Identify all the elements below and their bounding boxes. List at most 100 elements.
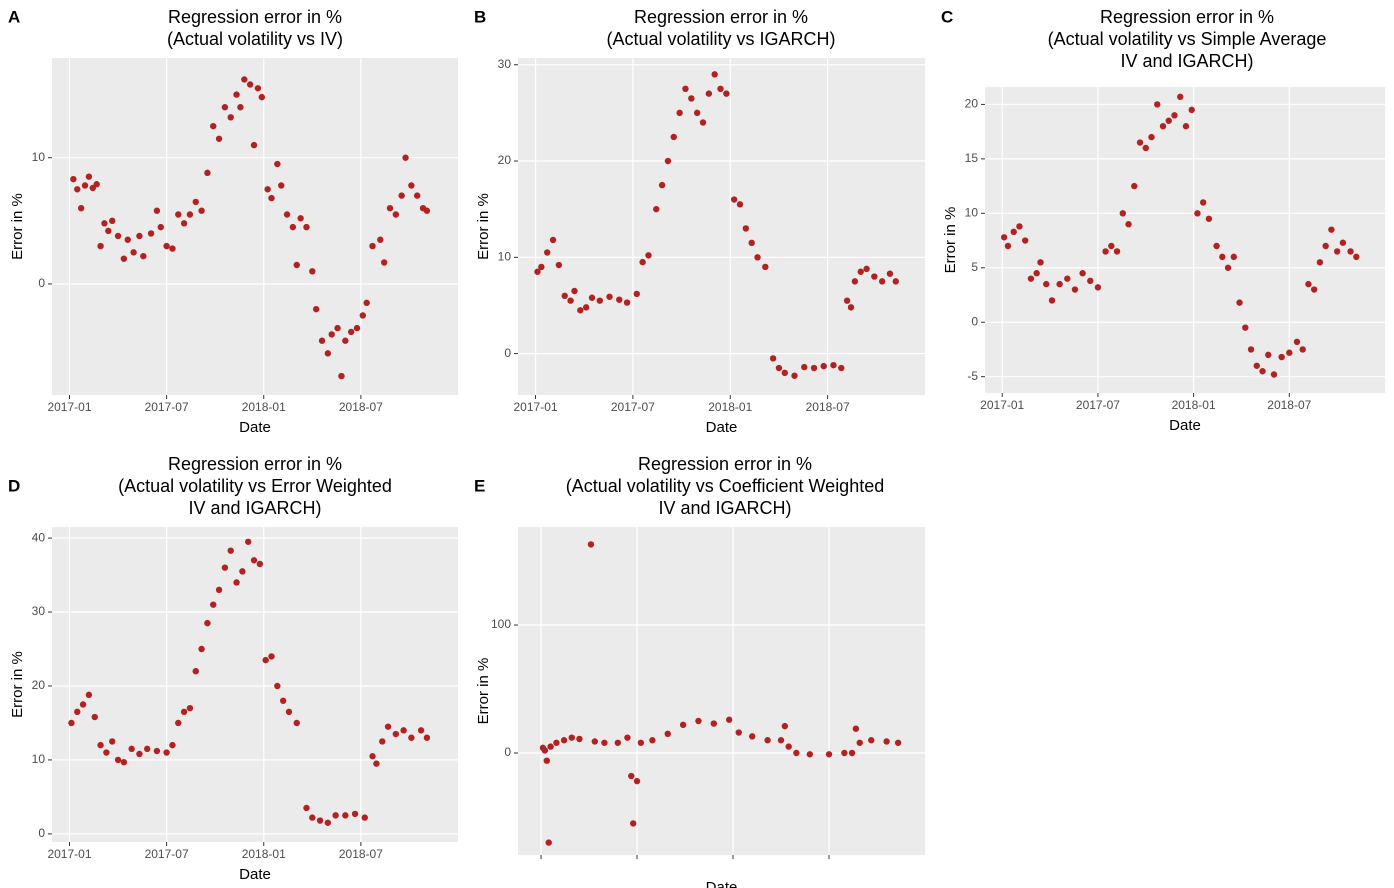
point (369, 242, 376, 250)
point (1219, 253, 1226, 261)
point (338, 372, 345, 380)
y-axis-label: Error in % (9, 651, 26, 718)
point (1056, 280, 1063, 288)
point (175, 211, 182, 218)
chart-title: IV and IGARCH) (188, 498, 321, 518)
point (163, 242, 170, 250)
point (1108, 242, 1115, 250)
point (70, 175, 77, 183)
point (538, 263, 545, 271)
point (147, 230, 155, 237)
point (883, 738, 890, 745)
point (1171, 112, 1178, 119)
point (748, 239, 755, 247)
point (398, 192, 405, 199)
point (289, 223, 297, 231)
point (1270, 371, 1278, 378)
point (735, 729, 742, 736)
point (163, 749, 170, 756)
x-tick-label: 2018-07 (339, 847, 383, 861)
point (192, 667, 199, 675)
x-tick-label: 2018-07 (1267, 398, 1311, 412)
point (742, 225, 750, 232)
x-axis-label: Date (239, 866, 271, 883)
y-tick-label: -5 (967, 369, 978, 383)
x-tick-label: 2017-01 (47, 847, 91, 861)
panel-label: D (8, 476, 20, 495)
point (1328, 226, 1335, 233)
point (717, 85, 724, 93)
point (250, 557, 258, 564)
x-tick-label: 2018-07 (339, 400, 383, 414)
point (851, 278, 859, 285)
point (848, 749, 856, 757)
point (549, 236, 557, 244)
point (576, 735, 583, 743)
x-tick-label: 2018-01 (242, 847, 286, 861)
point (85, 173, 93, 180)
y-tick-label: 0 (504, 346, 511, 360)
x-tick-label: 2017-07 (1076, 398, 1120, 412)
point (1064, 275, 1071, 282)
y-tick-label: 20 (965, 97, 979, 111)
point (868, 737, 875, 744)
point (262, 656, 269, 664)
point (400, 727, 407, 734)
point (241, 76, 248, 83)
point (227, 114, 234, 121)
point (633, 290, 640, 298)
point (215, 586, 223, 594)
point (624, 734, 631, 741)
point (847, 304, 855, 311)
point (285, 708, 293, 716)
point (124, 236, 131, 243)
point (547, 743, 554, 750)
point (369, 753, 376, 760)
point (180, 708, 188, 716)
point (1136, 139, 1144, 146)
point (279, 697, 287, 704)
point (254, 85, 262, 92)
point (658, 181, 666, 189)
point (386, 204, 394, 212)
point (1125, 221, 1132, 228)
point (221, 564, 229, 571)
point (1148, 133, 1155, 141)
point (97, 741, 104, 749)
point (1000, 234, 1008, 241)
point (1305, 280, 1312, 288)
point (246, 81, 254, 88)
point (204, 169, 211, 177)
point (1113, 248, 1121, 255)
point (239, 568, 246, 575)
point (227, 547, 234, 554)
point (186, 211, 194, 218)
y-tick-label: 30 (498, 57, 512, 71)
point (841, 749, 848, 757)
point (303, 223, 310, 231)
point (601, 739, 608, 746)
point (324, 350, 332, 357)
point (633, 777, 641, 785)
point (153, 747, 161, 755)
point (560, 737, 568, 744)
point (309, 268, 316, 275)
point (1278, 353, 1285, 361)
point (810, 364, 818, 372)
point (342, 337, 349, 344)
y-tick-label: 10 (498, 249, 512, 263)
point (278, 182, 285, 189)
point (130, 249, 137, 256)
point (1043, 280, 1050, 288)
point (730, 196, 738, 203)
point (274, 160, 281, 168)
point (1182, 123, 1190, 130)
point (705, 90, 713, 97)
point (379, 738, 386, 745)
point (838, 364, 845, 372)
point (679, 721, 687, 729)
point (639, 258, 646, 266)
point (543, 757, 550, 764)
point (293, 261, 300, 269)
